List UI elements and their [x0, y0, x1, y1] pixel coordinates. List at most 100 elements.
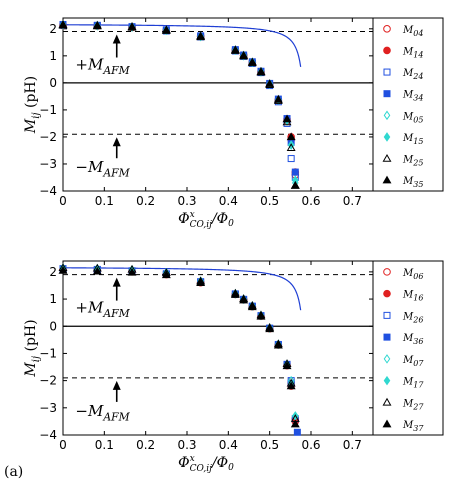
legend-marker	[382, 397, 392, 406]
data-point-m35	[230, 45, 240, 54]
data-point-m37	[247, 302, 257, 311]
x-tick-label: 0	[59, 438, 67, 452]
y-tick-label: 2	[49, 22, 57, 36]
legend: M04 M14 M24 M34 M05 M15 M25 M35	[372, 17, 444, 192]
annotation-arrowhead	[112, 34, 121, 44]
legend-entry: M17	[402, 377, 424, 390]
legend-marker	[383, 268, 391, 276]
data-point-m35	[290, 180, 300, 189]
data-point-m35	[239, 50, 249, 59]
data-point-m35	[273, 94, 283, 103]
data-point-m35	[161, 25, 171, 34]
x-tick-label: 0.7	[343, 438, 362, 452]
y-axis-label: Mij (pH)	[23, 319, 42, 377]
data-point-m36	[293, 428, 301, 436]
data-point-m37	[282, 361, 292, 370]
data-point-m35	[282, 114, 292, 123]
data-point-m35	[247, 57, 257, 66]
x-axis-label: Φx CO,ij/Φ0	[178, 454, 234, 474]
legend-entry: M26	[402, 311, 423, 324]
annotation-arrowhead	[112, 277, 121, 287]
annotation-label: +MAFM	[75, 56, 130, 78]
legend-entry: M24	[402, 68, 423, 81]
legend-marker	[383, 46, 391, 55]
panel-label: (a)	[4, 464, 23, 480]
legend-marker	[383, 333, 391, 341]
legend-entry: M04	[402, 25, 423, 38]
legend-marker	[382, 175, 392, 184]
data-point-m37	[290, 419, 300, 428]
data-point-m37	[265, 324, 275, 333]
y-tick-label: −3	[39, 157, 57, 171]
data-point-m37	[161, 270, 171, 279]
fit-curve	[63, 24, 302, 68]
y-tick-label: 1	[49, 49, 57, 63]
y-tick-label: 0	[49, 76, 57, 90]
x-tick-label: 0.4	[219, 194, 238, 208]
y-tick-label: −2	[39, 130, 57, 144]
legend-box	[372, 260, 444, 436]
x-tick-label: 0.4	[219, 438, 238, 452]
data-point-m37	[239, 295, 249, 304]
legend-entry: M15	[402, 133, 423, 146]
data-point-m35	[265, 79, 275, 87]
x-tick-label: 0.5	[260, 194, 279, 208]
data-point-m35	[256, 66, 266, 75]
y-tick-label: 0	[49, 319, 57, 333]
data-point-m25	[286, 143, 296, 151]
x-tick-label: 0.2	[136, 194, 155, 208]
data-point-m35	[196, 31, 206, 40]
x-tick-label: 0.6	[301, 438, 320, 452]
y-tick-label: −1	[39, 346, 57, 360]
legend-entry: M05	[402, 111, 423, 124]
y-tick-label: −2	[39, 374, 57, 388]
annotation-label: −MAFM	[75, 402, 130, 424]
legend-entry: M27	[402, 398, 424, 411]
data-point-m37	[230, 290, 240, 298]
y-axis-label: Mij (pH)	[23, 76, 42, 134]
plot-frame	[62, 260, 374, 436]
annotation-label: −MAFM	[75, 158, 130, 180]
legend-box	[372, 17, 444, 192]
legend-entry: M25	[402, 155, 423, 168]
x-tick-label: 0.5	[260, 438, 279, 452]
legend: M06 M16 M26 M36 M07 M17 M27 M37	[372, 260, 444, 436]
legend-marker	[383, 354, 391, 364]
x-tick-label: 0.6	[301, 194, 320, 208]
data-point-m37	[273, 340, 283, 349]
data-point-m37	[58, 265, 68, 274]
chart-panel-bottom: 0 0.1 0.2 0.3 0.4 0.5 0.6 0.7 2 1 0 −1 −2 −3 −4 +MAFM −M…	[23, 260, 444, 474]
data-point-m35	[127, 22, 137, 30]
y-tick-label: 2	[49, 265, 57, 279]
legend-marker	[383, 289, 391, 298]
legend-marker	[383, 375, 391, 386]
legend-marker	[383, 110, 391, 121]
legend-entry: M35	[402, 176, 423, 189]
x-tick-label: 0.1	[95, 438, 114, 452]
chart-panel-top: 0 0.1 0.2 0.3 0.4 0.5 0.6 0.7 2 1 0 −1 −2 −3 −4 +MAFM −M…	[23, 17, 444, 230]
x-tick-label: 0.1	[95, 194, 114, 208]
annotation-arrowhead	[112, 137, 121, 147]
x-tick-label: 0.7	[343, 194, 362, 208]
legend-entry: M34	[402, 90, 423, 103]
y-tick-label: −3	[39, 401, 57, 415]
x-tick-label: 0.2	[136, 438, 155, 452]
legend-entry: M14	[402, 46, 423, 59]
y-tick-label: −4	[39, 428, 57, 442]
legend-entry: M36	[402, 333, 423, 346]
x-tick-label: 0.3	[177, 438, 196, 452]
annotation-arrowhead	[112, 380, 121, 390]
y-tick-label: 1	[49, 292, 57, 306]
legend-entry: M07	[402, 355, 424, 368]
legend-entry: M37	[402, 420, 424, 433]
y-tick-label: −4	[39, 184, 57, 198]
legend-marker	[383, 68, 391, 76]
legend-entry: M16	[402, 290, 423, 303]
legend-marker	[383, 132, 391, 142]
data-point-m37	[286, 381, 296, 390]
annotation-label: +MAFM	[75, 299, 130, 321]
legend-entry: M06	[402, 268, 423, 281]
x-tick-label: 0	[59, 194, 67, 208]
data-point-m35	[286, 132, 296, 141]
data-point-m35	[92, 20, 102, 29]
